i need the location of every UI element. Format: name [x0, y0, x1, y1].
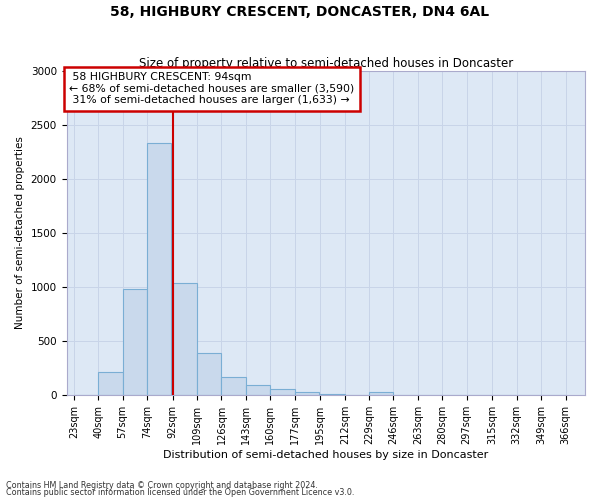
Bar: [369, 392, 394, 396]
Title: Size of property relative to semi-detached houses in Doncaster: Size of property relative to semi-detach…: [139, 56, 513, 70]
Bar: [320, 394, 345, 396]
Bar: [345, 395, 369, 396]
Bar: [147, 143, 172, 396]
Text: Contains public sector information licensed under the Open Government Licence v3: Contains public sector information licen…: [6, 488, 355, 497]
Text: 58 HIGHBURY CRESCENT: 94sqm 
← 68% of semi-detached houses are smaller (3,590)
 : 58 HIGHBURY CRESCENT: 94sqm ← 68% of sem…: [69, 72, 355, 106]
Bar: [122, 290, 147, 396]
Text: Contains HM Land Registry data © Crown copyright and database right 2024.: Contains HM Land Registry data © Crown c…: [6, 480, 318, 490]
Bar: [270, 390, 295, 396]
Bar: [246, 385, 270, 396]
Bar: [197, 353, 221, 396]
Bar: [394, 395, 418, 396]
Bar: [74, 395, 98, 396]
Bar: [295, 392, 319, 396]
X-axis label: Distribution of semi-detached houses by size in Doncaster: Distribution of semi-detached houses by …: [163, 450, 488, 460]
Bar: [98, 372, 122, 396]
Y-axis label: Number of semi-detached properties: Number of semi-detached properties: [15, 136, 25, 330]
Bar: [221, 377, 246, 396]
Text: 58, HIGHBURY CRESCENT, DONCASTER, DN4 6AL: 58, HIGHBURY CRESCENT, DONCASTER, DN4 6A…: [110, 5, 490, 19]
Bar: [173, 283, 197, 396]
